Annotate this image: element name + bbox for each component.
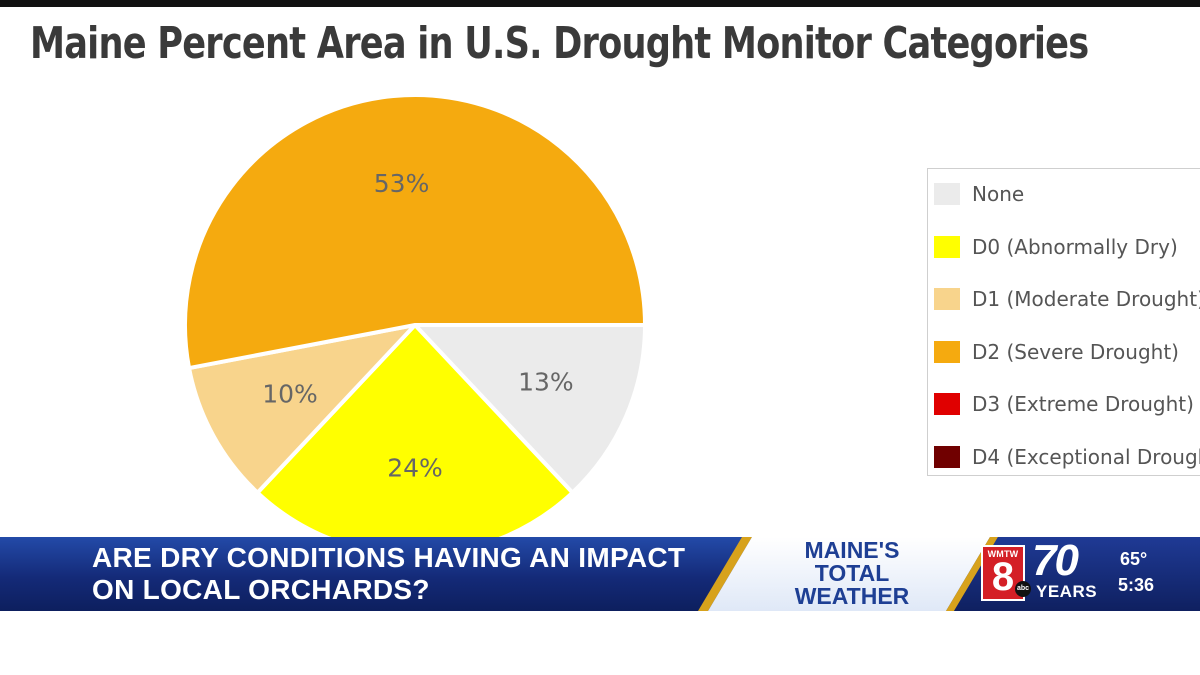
lower-third-banner: ARE DRY CONDITIONS HAVING AN IMPACT ON L…: [0, 537, 1200, 611]
legend-item-d1-moderate-drought: D1 (Moderate Drought): [934, 284, 1200, 314]
legend-label: D4 (Exceptional Drought): [972, 444, 1200, 469]
anniversary-number: 70: [1032, 537, 1079, 585]
pie-label-d1-moderate-drought: 10%: [262, 380, 318, 409]
headline-line-1: ARE DRY CONDITIONS HAVING AN IMPACT: [92, 542, 686, 573]
legend-label: D0 (Abnormally Dry): [972, 234, 1178, 259]
segment-line-3: WEATHER: [794, 583, 910, 609]
headline-panel: ARE DRY CONDITIONS HAVING AN IMPACT ON L…: [0, 537, 760, 611]
pie-slice-d2-severe-drought: [183, 93, 648, 371]
legend-label: D1 (Moderate Drought): [972, 287, 1200, 311]
legend-swatch: [934, 393, 960, 415]
legend-swatch: [934, 445, 960, 468]
pie-slice-none: [410, 323, 648, 496]
legend-swatch: [934, 340, 960, 363]
legend-swatch: [934, 235, 960, 258]
legend-item-d2-severe-drought: D2 (Severe Drought): [934, 337, 1179, 367]
headline-text: ARE DRY CONDITIONS HAVING AN IMPACT ON L…: [92, 542, 685, 606]
station-number: 8: [991, 555, 1015, 599]
legend-item-d0-abnormally-dry: D0 (Abnormally Dry): [934, 232, 1178, 262]
temperature-readout: 65°: [1120, 549, 1148, 569]
time-readout: 5:36: [1118, 575, 1155, 595]
legend-item-d3-extreme-drought: D3 (Extreme Drought): [934, 389, 1194, 419]
pie-label-d0-abnormally-dry: 24%: [387, 454, 443, 483]
legend-swatch: [934, 183, 960, 205]
pie-label-none: 13%: [518, 368, 574, 397]
chart-title: Maine Percent Area in U.S. Drought Monit…: [30, 18, 1089, 69]
segment-logo: MAINE'S TOTAL WEATHER: [772, 539, 932, 608]
pie-label-d2-severe-drought: 53%: [374, 169, 430, 198]
legend-label: D3 (Extreme Drought): [972, 392, 1194, 416]
anniversary-label: YEARS: [1036, 582, 1098, 601]
legend-label: D2 (Severe Drought): [972, 339, 1179, 364]
legend-swatch: [934, 288, 960, 310]
segment-line-1: MAINE'S: [804, 537, 900, 563]
pie-slice-d1-moderate-drought: [186, 321, 421, 496]
network-logo-icon: abc: [1015, 581, 1031, 597]
segment-line-2: TOTAL: [814, 560, 890, 586]
chart-legend: None D0 (Abnormally Dry) D1 (Moderate Drou…: [927, 168, 1200, 476]
segment-panel: [708, 537, 990, 611]
legend-label: None: [972, 182, 1025, 206]
station-call-sign: WMTW: [987, 549, 1019, 559]
headline-line-2: ON LOCAL ORCHARDS?: [92, 574, 430, 605]
top-letterbox-bar: [0, 0, 1200, 7]
legend-item-none: None: [934, 179, 1024, 209]
legend-item-d4-exceptional-drought: D4 (Exceptional Drought): [934, 442, 1200, 472]
